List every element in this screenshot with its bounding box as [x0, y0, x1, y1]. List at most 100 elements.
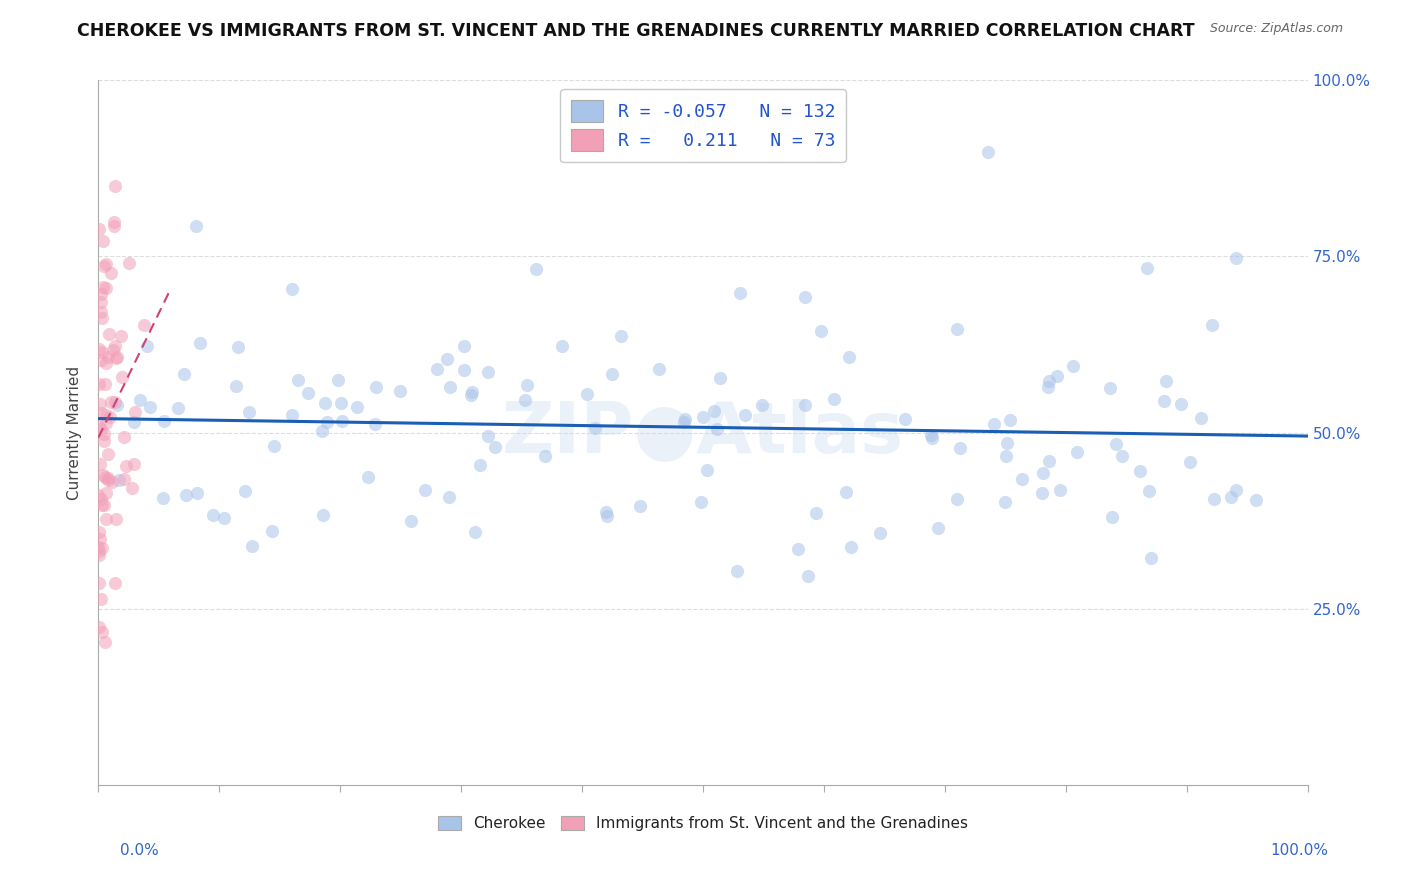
Point — [105, 399, 128, 413]
Point — [550, 339, 572, 353]
Point — [101, 343, 124, 358]
Legend: Cherokee, Immigrants from St. Vincent and the Grenadines: Cherokee, Immigrants from St. Vincent an… — [432, 810, 974, 838]
Point — [399, 514, 422, 528]
Point — [1101, 510, 1123, 524]
Point — [124, 415, 146, 429]
Point — [94, 355, 117, 369]
Point — [513, 393, 536, 408]
Point — [364, 380, 387, 394]
Point — [262, 524, 284, 539]
Point — [835, 485, 858, 500]
Point — [311, 424, 333, 438]
Point — [240, 539, 263, 553]
Point — [100, 394, 122, 409]
Point — [894, 411, 917, 425]
Point — [96, 281, 118, 295]
Text: Source: ZipAtlas.com: Source: ZipAtlas.com — [1209, 22, 1343, 36]
Point — [1225, 251, 1247, 265]
Point — [484, 440, 506, 454]
Point — [1189, 410, 1212, 425]
Point — [87, 488, 110, 502]
Point — [995, 435, 1018, 450]
Point — [94, 257, 117, 271]
Point — [1038, 374, 1060, 388]
Point — [104, 351, 127, 365]
Point — [94, 470, 117, 484]
Point — [118, 256, 141, 270]
Point — [107, 473, 129, 487]
Point — [312, 508, 335, 522]
Point — [90, 353, 112, 368]
Point — [93, 259, 115, 273]
Point — [90, 345, 112, 359]
Point — [437, 490, 460, 504]
Point — [280, 282, 302, 296]
Point — [793, 289, 815, 303]
Point — [87, 540, 110, 554]
Point — [1000, 413, 1022, 427]
Point — [94, 376, 117, 391]
Point — [152, 491, 174, 506]
Point — [920, 428, 942, 442]
Point — [1139, 550, 1161, 565]
Point — [869, 525, 891, 540]
Point — [90, 499, 112, 513]
Point — [810, 324, 832, 338]
Point — [672, 415, 695, 429]
Point — [167, 401, 190, 415]
Point — [121, 481, 143, 495]
Point — [112, 472, 135, 486]
Point — [97, 351, 120, 365]
Point — [186, 219, 208, 233]
Point — [464, 525, 486, 540]
Point — [794, 397, 817, 411]
Point — [787, 541, 810, 556]
Point — [188, 336, 211, 351]
Point — [927, 521, 949, 535]
Point — [105, 350, 128, 364]
Point — [1105, 436, 1128, 450]
Point — [583, 421, 606, 435]
Point — [534, 450, 557, 464]
Point — [90, 406, 112, 420]
Point — [946, 491, 969, 506]
Point — [706, 422, 728, 436]
Point — [838, 350, 860, 364]
Point — [673, 412, 696, 426]
Point — [110, 329, 132, 343]
Point — [97, 446, 120, 460]
Point — [89, 525, 111, 540]
Point — [1032, 466, 1054, 480]
Point — [1220, 491, 1243, 505]
Point — [1098, 381, 1121, 395]
Point — [1049, 483, 1071, 498]
Point — [326, 373, 349, 387]
Y-axis label: Currently Married: Currently Married — [67, 366, 83, 500]
Point — [1066, 445, 1088, 459]
Point — [90, 310, 112, 325]
Point — [114, 458, 136, 473]
Point — [647, 362, 669, 376]
Point — [357, 470, 380, 484]
Point — [364, 417, 387, 432]
Point — [105, 512, 128, 526]
Point — [87, 343, 110, 357]
Point — [751, 398, 773, 412]
Point — [87, 222, 110, 236]
Point — [87, 620, 110, 634]
Point — [89, 397, 111, 411]
Point — [1046, 369, 1069, 384]
Point — [94, 408, 117, 422]
Point — [103, 219, 125, 234]
Point — [1062, 359, 1084, 374]
Point — [994, 495, 1017, 509]
Point — [1154, 374, 1177, 388]
Point — [696, 463, 718, 477]
Point — [280, 408, 302, 422]
Point — [436, 352, 458, 367]
Point — [91, 234, 114, 248]
Point — [316, 416, 339, 430]
Point — [111, 370, 134, 384]
Point — [477, 429, 499, 443]
Point — [98, 410, 121, 425]
